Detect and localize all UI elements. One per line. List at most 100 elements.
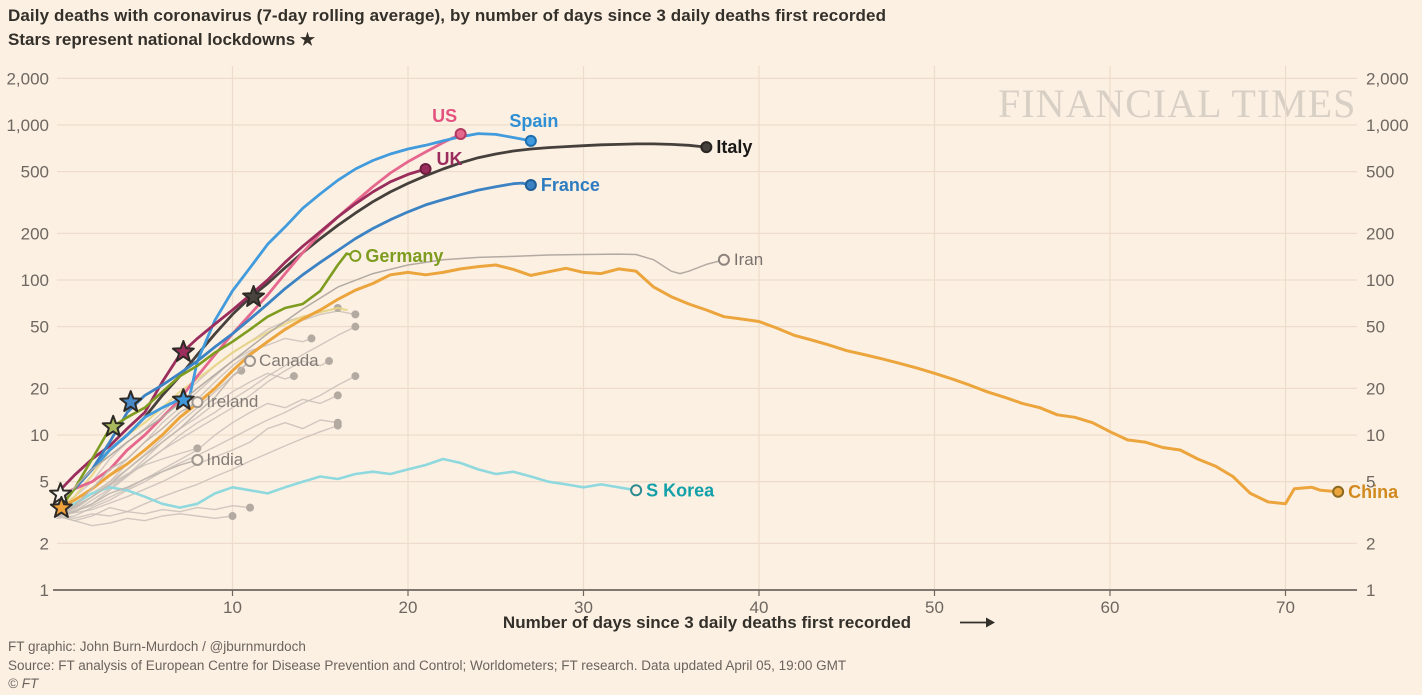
y-tick-label-right: 2 [1366,534,1375,553]
lockdown-star-icon [49,496,73,518]
series-line-germany [55,252,357,514]
y-tick-label-left: 200 [21,224,49,243]
background-line-end-dot [325,357,334,366]
series-label-canada: Canada [259,351,319,370]
y-tick-label-left: 2 [40,534,49,553]
chart-subtitle: Stars represent national lockdowns ★ [8,30,316,49]
series-dot-skorea [630,484,643,497]
y-tick-label-right: 5 [1366,473,1375,492]
series-dot-us [454,127,467,140]
ft-watermark: FINANCIAL TIMES [998,81,1357,126]
y-tick-label-left: 50 [30,318,49,337]
background-line-end-dot [228,512,237,521]
y-tick-label-right: 200 [1366,224,1394,243]
series-label-spain: Spain [509,111,558,131]
y-tick-label-right: 20 [1366,379,1385,398]
background-line-end-dot [351,372,360,381]
series-dot-india [191,453,204,466]
x-axis-arrow-head [986,617,995,628]
x-axis-label: Number of days since 3 daily deaths firs… [503,613,911,632]
series-line-china [55,263,1340,512]
series-dot-iran [717,253,730,266]
series-dot-spain [524,134,537,147]
series-label-china: China [1348,482,1399,502]
background-line-end-dot [351,310,360,319]
series-dot-germany [349,249,362,262]
background-line [56,326,357,517]
series-label-us: US [432,106,457,126]
lockdown-star-icon [101,414,125,437]
series-dot-france [524,179,537,192]
y-tick-label-left: 20 [30,379,49,398]
y-tick-label-right: 2,000 [1366,69,1409,88]
y-tick-label-left: 2,000 [6,69,49,88]
y-tick-label-left: 100 [21,271,49,290]
x-tick-label: 30 [574,598,593,617]
series-line-canada [56,360,251,517]
background-line [56,419,339,517]
footer: FT graphic: John Burn-Murdoch / @jburnmu… [8,638,846,694]
y-tick-label-left: 1 [40,581,49,600]
series-label-ireland: Ireland [206,392,258,411]
background-line [56,360,330,517]
x-tick-label: 60 [1101,598,1120,617]
series-label-france: France [541,175,600,195]
background-line-end-dot [307,334,316,343]
lockdown-star-icon [171,340,195,362]
title-block: Daily deaths with coronavirus (7-day rol… [8,4,886,52]
background-line [56,424,339,522]
series-line-italy [55,142,708,508]
series-label-skorea: S Korea [646,480,715,500]
y-tick-label-right: 50 [1366,318,1385,337]
series-dot-china [1332,485,1345,498]
y-tick-label-right: 500 [1366,163,1394,182]
background-line [56,394,339,517]
background-line-end-dot [246,503,255,512]
axes: 10 20 30 40 50 60 70 1 1 2 2 5 5 10 10 20 20 50 50 100 100 20… [6,69,1408,632]
x-tick-label: 40 [750,598,769,617]
background-line [56,513,234,527]
background-line-end-dot [289,372,298,381]
series-label-iran: Iran [734,250,763,269]
y-tick-label-right: 1,000 [1366,116,1409,135]
chart-title: Daily deaths with coronavirus (7-day rol… [8,6,887,25]
series-dot-canada [244,355,257,368]
lockdown-star-icon [242,285,265,307]
y-tick-label-right: 100 [1366,271,1394,290]
series-line-iran [56,253,725,507]
footer-copyright: © FT [8,676,39,691]
series-line-ireland [56,401,199,517]
x-tick-label: 70 [1276,598,1295,617]
background-line-end-dot [237,366,246,375]
background-line-end-dot [333,391,342,400]
background-line-end-dot [193,444,202,453]
footer-source: Source: FT analysis of European Centre f… [8,657,847,673]
y-tick-label-left: 1,000 [6,116,49,135]
series-line-india [56,459,199,517]
y-tick-label-left: 5 [40,473,49,492]
series-line-skorea [55,457,638,511]
series-dot-uk [419,163,432,176]
background-line-end-dot [351,322,360,331]
series-line-uk [55,167,428,495]
lockdown-star-icon [171,388,195,410]
y-tick-label-left: 10 [30,426,49,445]
series-label-india: India [206,450,243,469]
y-tick-label-right: 1 [1366,581,1375,600]
series-label-italy: Italy [716,137,752,157]
background-line [56,307,339,513]
x-tick-label: 20 [399,598,418,617]
y-tick-label-right: 10 [1366,426,1385,445]
background-line [56,375,357,519]
country-series [55,132,1340,517]
background-line [56,505,251,519]
y-tick-label-left: 500 [21,163,49,182]
series-endpoints: Italy US Spain UK France Germany Iran China S Ko… [191,106,1399,502]
series-label-germany: Germany [365,246,443,266]
lockdown-stars [49,285,265,518]
background-line-end-dot [333,421,342,430]
series-label-uk: UK [437,149,463,169]
footer-credit: FT graphic: John Burn-Murdoch / @jburnmu… [8,639,306,654]
